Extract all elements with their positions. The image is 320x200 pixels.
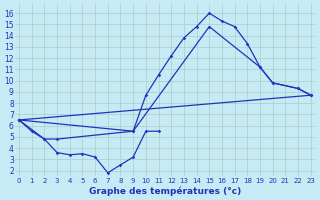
X-axis label: Graphe des températures (°c): Graphe des températures (°c) [89, 186, 241, 196]
